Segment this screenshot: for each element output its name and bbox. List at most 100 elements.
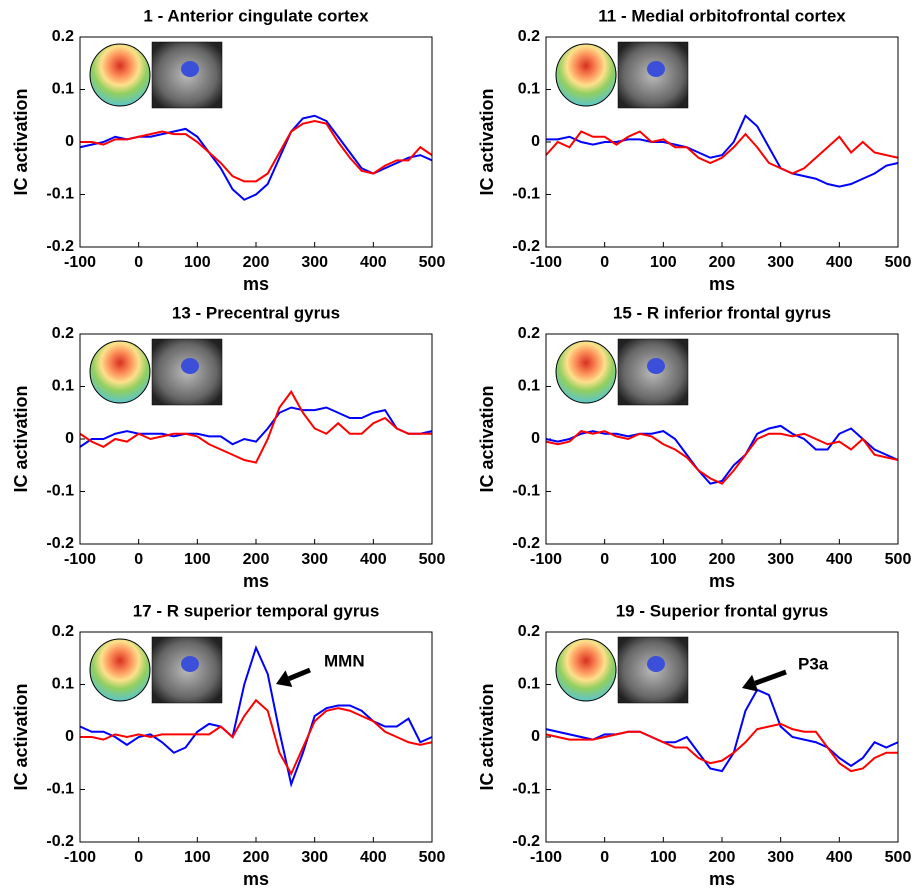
y-tick-label: 0 (531, 430, 540, 447)
x-axis-label: ms (709, 571, 735, 591)
axes-box (79, 36, 433, 248)
series-line (545, 430, 899, 485)
x-tick-label: 200 (243, 849, 270, 866)
y-axis-label: IC activation (11, 385, 31, 492)
y-tick-label: -0.1 (46, 483, 74, 500)
axes-box (545, 36, 899, 248)
y-axis-label: IC activation (477, 88, 497, 195)
x-tick-label: 0 (134, 254, 143, 271)
y-tick-label: 0.2 (52, 28, 74, 45)
chart-title: 11 - Medial orbitofrontal cortex (598, 6, 846, 25)
x-tick-label: 300 (767, 254, 794, 271)
series-line (545, 722, 898, 773)
x-tick-label: 200 (709, 254, 736, 271)
series-line (545, 688, 899, 773)
y-axis-label: IC activation (477, 683, 497, 790)
chart-title: 1 - Anterior cingulate cortex (143, 6, 369, 25)
series-line (80, 119, 433, 183)
topography-map (555, 43, 617, 107)
dipole-cluster (647, 61, 665, 77)
y-tick-label: 0.1 (518, 676, 540, 693)
x-tick-label: 300 (301, 849, 328, 866)
chart-title: 17 - R superior temporal gyrus (133, 601, 380, 620)
y-tick-label: 0.1 (518, 378, 540, 395)
topography-map (555, 340, 617, 404)
x-tick-label: 400 (826, 551, 853, 568)
y-tick-label: 0 (531, 133, 540, 150)
annotation-arrow (754, 669, 787, 686)
y-tick-label: 0.2 (518, 325, 540, 342)
axes-box (545, 631, 899, 843)
x-tick-label: -100 (64, 254, 96, 271)
y-tick-label: 0.2 (518, 28, 540, 45)
x-axis-label: ms (243, 571, 269, 591)
x-tick-label: 200 (709, 849, 736, 866)
x-tick-label: 400 (360, 254, 387, 271)
x-tick-label: -100 (64, 849, 96, 866)
y-tick-label: -0.1 (512, 186, 540, 203)
x-tick-label: 500 (885, 849, 912, 866)
annotation-arrowhead (742, 674, 759, 692)
chart-title: 19 - Superior frontal gyrus (616, 601, 829, 620)
x-tick-label: 100 (650, 849, 677, 866)
series-line (80, 698, 433, 776)
chart-title: 15 - R inferior frontal gyrus (613, 303, 831, 322)
dipole-cluster (647, 656, 665, 672)
y-tick-label: -0.1 (512, 483, 540, 500)
annotation: P3a (798, 654, 829, 673)
dipole-cluster (181, 61, 199, 77)
y-tick-label: -0.2 (46, 238, 74, 255)
x-tick-label: 300 (301, 254, 328, 271)
x-tick-label: 0 (600, 849, 609, 866)
annotation-arrow (287, 667, 311, 681)
x-tick-label: 0 (134, 551, 143, 568)
x-axis-label: ms (243, 869, 269, 889)
y-axis-label: IC activation (477, 385, 497, 492)
annotation-arrowhead (276, 670, 293, 687)
x-tick-label: 500 (419, 849, 446, 866)
y-tick-label: 0.1 (52, 676, 74, 693)
series-line (545, 130, 899, 175)
x-tick-label: 500 (419, 254, 446, 271)
dipole-cluster (181, 358, 199, 374)
y-tick-label: 0.2 (52, 325, 74, 342)
y-tick-label: 0.2 (518, 623, 540, 640)
x-axis-label: ms (243, 274, 269, 294)
y-tick-label: 0.1 (518, 81, 540, 98)
series-line (79, 389, 432, 464)
y-tick-label: 0.1 (52, 378, 74, 395)
y-tick-label: -0.1 (46, 186, 74, 203)
x-tick-label: 0 (600, 551, 609, 568)
x-axis-label: ms (709, 869, 735, 889)
x-tick-label: 100 (184, 849, 211, 866)
y-tick-label: 0 (65, 430, 74, 447)
x-tick-label: 200 (243, 254, 270, 271)
x-tick-label: 400 (826, 849, 853, 866)
x-tick-label: 500 (885, 551, 912, 568)
x-axis-label: ms (709, 274, 735, 294)
y-tick-label: -0.2 (46, 833, 74, 850)
axes-box (545, 333, 899, 545)
y-tick-label: -0.2 (512, 535, 540, 552)
x-tick-label: 100 (650, 551, 677, 568)
chart-title: 13 - Precentral gyrus (172, 303, 340, 322)
x-tick-label: -100 (64, 551, 96, 568)
dipole-cluster (647, 358, 665, 374)
y-tick-label: 0 (531, 728, 540, 745)
topography-map (555, 638, 617, 702)
y-tick-label: 0 (65, 133, 74, 150)
x-tick-label: 200 (243, 551, 270, 568)
x-tick-label: 300 (767, 551, 794, 568)
x-tick-label: -100 (530, 551, 562, 568)
x-tick-label: -100 (530, 849, 562, 866)
dipole-cluster (181, 656, 199, 672)
y-tick-label: 0.1 (52, 81, 74, 98)
axes-box (79, 631, 433, 843)
y-tick-label: -0.2 (512, 238, 540, 255)
x-tick-label: -100 (530, 254, 562, 271)
x-tick-label: 100 (184, 551, 211, 568)
axes-box (79, 333, 433, 545)
x-tick-label: 300 (301, 551, 328, 568)
y-tick-label: 0 (65, 728, 74, 745)
